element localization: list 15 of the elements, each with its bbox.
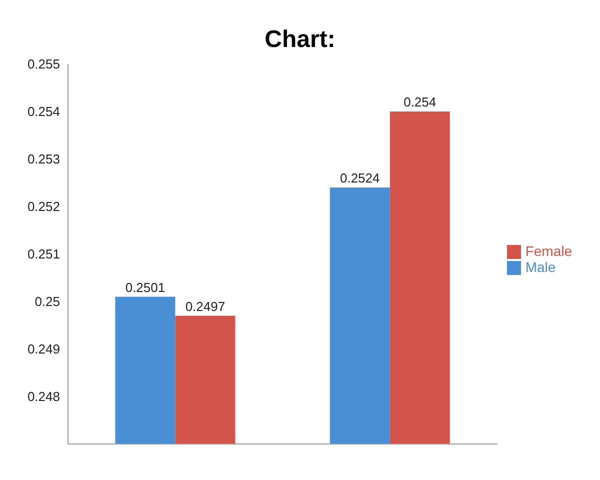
legend-label: Female (525, 242, 572, 259)
y-tick-label: 0.248 (27, 389, 60, 404)
y-tick-label: 0.255 (27, 56, 60, 72)
y-tick-label: 0.25 (34, 294, 60, 310)
data-label: 0.254 (404, 94, 436, 110)
data-label: 0.2497 (185, 298, 226, 314)
data-label: 0.2524 (340, 170, 380, 186)
chart-title: Chart: (264, 25, 336, 54)
data-label: 0.2501 (125, 280, 166, 295)
y-tick-label: 0.254 (27, 104, 60, 120)
y-tick-label: 0.252 (27, 199, 60, 214)
y-tick-label: 0.253 (27, 152, 60, 167)
y-tick-label: 0.251 (27, 246, 60, 262)
y-tick-label: 0.249 (27, 342, 60, 357)
legend-label: Male (525, 259, 556, 275)
